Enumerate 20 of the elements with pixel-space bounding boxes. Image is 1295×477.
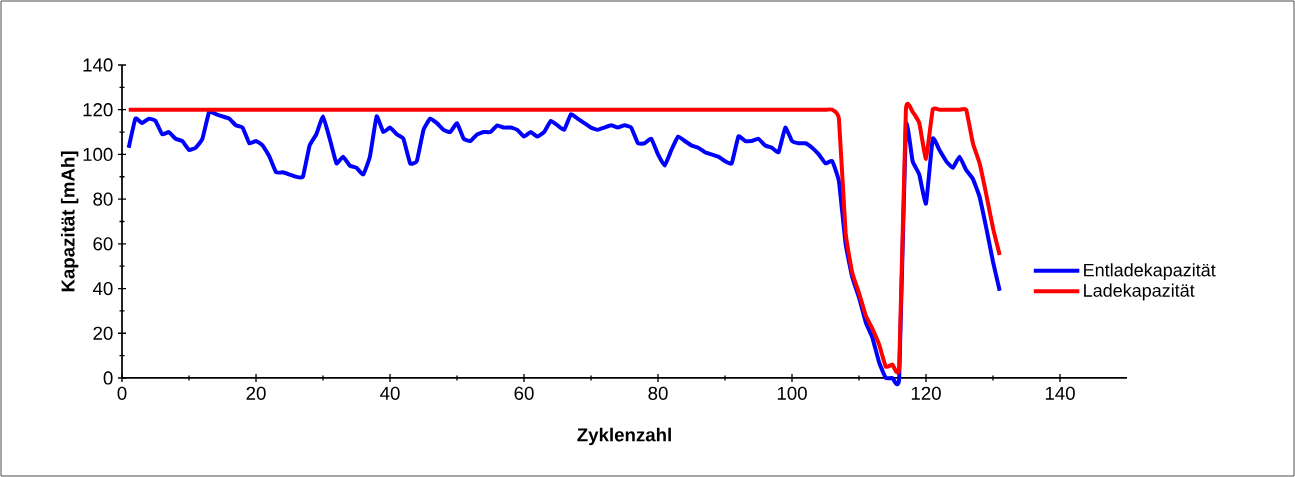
y-tick-label: 140 <box>83 58 113 72</box>
x-tick-label: 60 <box>514 386 534 400</box>
y-tick-label: 120 <box>83 103 113 117</box>
y-tick-label: 40 <box>92 281 113 296</box>
x-tick-label: 80 <box>648 386 668 400</box>
x-tick-label: 40 <box>380 386 400 400</box>
y-tick-label: 0 <box>103 371 113 385</box>
legend-label: Entladekapazität <box>1084 263 1216 281</box>
x-tick-label: 20 <box>246 386 266 400</box>
y-tick-label: 20 <box>93 326 113 340</box>
y-axis-title: Kapazität [mAh] <box>60 151 79 292</box>
y-tick-label: 80 <box>93 192 113 206</box>
y-tick-label: 60 <box>93 237 113 251</box>
y-tick-label: 100 <box>83 147 113 162</box>
x-tick-label: 140 <box>1045 386 1075 400</box>
x-tick-label: 0 <box>117 386 127 400</box>
x-tick-label: 100 <box>777 386 807 400</box>
x-tick-label: 120 <box>911 386 941 400</box>
legend-label: Ladekapazität <box>1084 283 1195 301</box>
x-axis-title: Zyklenzahl <box>577 427 671 446</box>
